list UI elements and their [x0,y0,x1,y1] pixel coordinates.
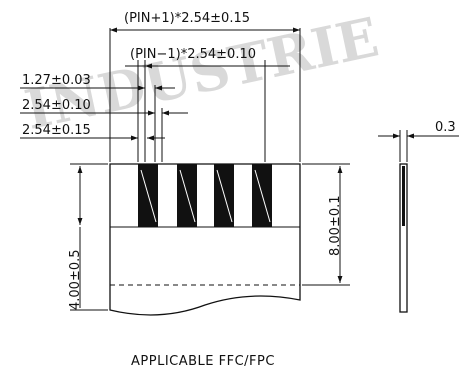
pitch-b-dimension: 2.54±0.15 [20,123,165,141]
pitch-b-label: 2.54±0.15 [22,123,91,138]
extension-lines [109,28,301,162]
inner-pitch-dimension: (PIN−1)*2.54±0.10 [125,47,290,69]
contact-width-label: 1.27±0.03 [22,73,91,88]
outer-pitch-dimension: (PIN+1)*2.54±0.15 [110,11,300,33]
ffc-body [109,163,301,316]
pitch-a-dimension: 2.54±0.10 [20,98,188,116]
contact-length-label: 8.00±0.1 [328,195,343,256]
inner-pitch-label: (PIN−1)*2.54±0.10 [130,47,256,62]
stiffener-length-label: 4.00±0.5 [68,249,83,310]
contact-length-dimension: 8.00±0.1 [302,163,350,286]
side-view: 0.3 [378,120,459,313]
pitch-a-label: 2.54±0.10 [22,98,91,113]
side-thickness-label: 0.3 [435,120,456,135]
outer-pitch-label: (PIN+1)*2.54±0.15 [124,11,250,26]
stiffener-length-dimension: 4.00±0.5 [68,163,108,311]
contacts [138,164,272,227]
contact-width-dimension: 1.27±0.03 [20,73,175,91]
caption: APPLICABLE FFC/FPC [131,354,275,369]
